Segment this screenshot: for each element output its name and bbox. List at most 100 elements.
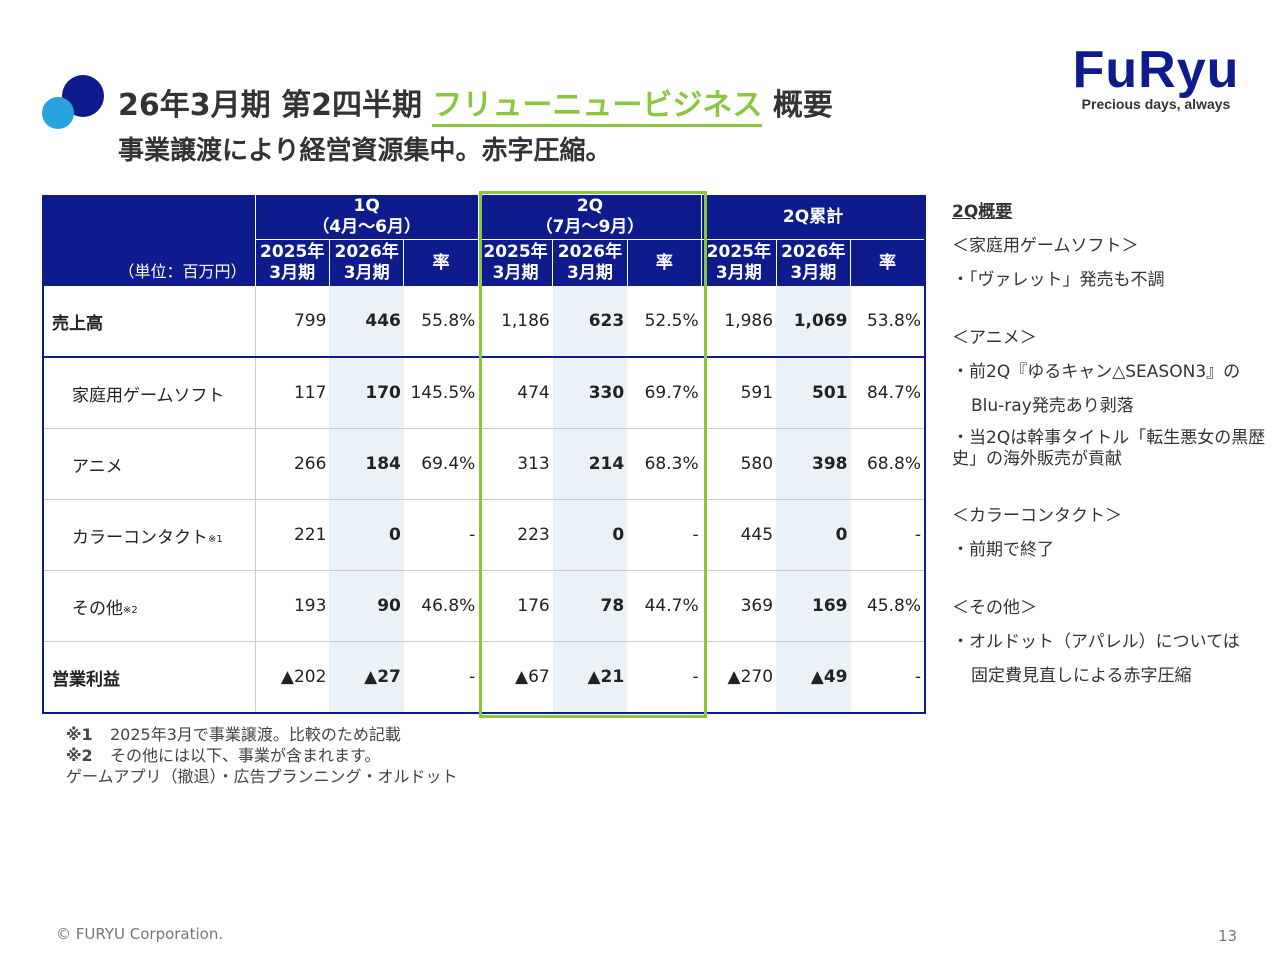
summary-line: ・前2Q『ゆるキャン△SEASON3』の (952, 362, 1241, 382)
table-row: アニメ 266 184 69.4% 313 214 68.3% 580 398 68.8% (43, 428, 925, 500)
decor-circle-blue (42, 97, 74, 129)
row-label: 売上高 (43, 286, 256, 358)
title-prefix: 26年3月期 第2四半期 (118, 88, 433, 123)
rate-cell: 68.3% (627, 428, 702, 500)
row-label: 営業利益 (43, 641, 256, 714)
logo-tagline: Precious days, always (1081, 96, 1231, 112)
row-label: アニメ (43, 428, 256, 500)
prior-value-cell: 1,186 (478, 286, 553, 358)
rate-cell: - (850, 499, 925, 571)
current-value-cell: 184 (329, 428, 404, 500)
title-suffix: 概要 (762, 88, 833, 123)
rate-cell: 145.5% (403, 357, 479, 429)
row-label: その他※2 (43, 570, 256, 642)
current-value-cell: 170 (329, 357, 404, 429)
prior-value-cell: 474 (478, 357, 553, 429)
summary-line: ＜その他＞ (952, 598, 1037, 618)
prior-value-cell: ▲202 (255, 641, 330, 714)
financial-table: （単位：百万円） 1Q （4月～6月） 2Q （7月～9月） 2Q累計 2025年 3… (42, 195, 926, 714)
summary-line: ＜アニメ＞ (952, 328, 1037, 348)
prior-value-cell: 1,986 (701, 286, 777, 358)
current-value-cell: 501 (776, 357, 851, 429)
table-row: その他※2 193 90 46.8% 176 78 44.7% 369 169 45.8% (43, 570, 925, 642)
current-value-cell: 1,069 (776, 286, 851, 358)
row-note-mark: ※2 (123, 604, 138, 616)
rate-cell: 69.4% (403, 428, 479, 500)
group-header-2q-cumulative: 2Q累計 (701, 195, 926, 240)
prior-value-cell: 591 (701, 357, 777, 429)
rate-cell: 53.8% (850, 286, 925, 358)
table-row: 家庭用ゲームソフト 117 170 145.5% 474 330 69.7% 591 501 84… (43, 357, 925, 429)
logo-wordmark: FuRyu (1072, 41, 1240, 99)
prior-value-cell: 221 (255, 499, 330, 571)
prior-value-cell: 266 (255, 428, 330, 500)
prior-value-cell: 799 (255, 286, 330, 358)
rate-cell: - (403, 641, 479, 714)
note-2-text: その他には以下、事業が含まれます。 (110, 746, 381, 765)
rate-cell: 52.5% (627, 286, 702, 358)
rate-cell: 55.8% (403, 286, 479, 358)
prior-value-cell: 313 (478, 428, 553, 500)
rate-cell: 46.8% (403, 570, 479, 642)
row-label: カラーコンタクト※1 (43, 499, 256, 571)
summary-panel: 2Q概要 ＜家庭用ゲームソフト＞ ・「ヴァレット」発売も不調 ＜アニメ＞ ・前2… (952, 200, 1277, 698)
col-header-rate: 率 (403, 239, 479, 286)
col-header-prev: 2025年 3月期 (701, 239, 777, 286)
note-1-mark: ※1 (66, 725, 93, 744)
group-header-2q: 2Q （7月～9月） (478, 195, 703, 240)
current-value-cell: 0 (552, 499, 628, 571)
current-value-cell: 90 (329, 570, 404, 642)
note-3-text: ゲームアプリ（撤退）・広告プランニング・オルドット (66, 767, 458, 786)
col-header-curr: 2026年 3月期 (552, 239, 628, 286)
group-header-1q: 1Q （4月～6月） (255, 195, 479, 240)
row-label: 家庭用ゲームソフト (43, 357, 256, 429)
rate-cell: - (627, 641, 702, 714)
summary-line: ・前期で終了 (952, 540, 1054, 560)
col-header-prev: 2025年 3月期 (478, 239, 554, 286)
page-number: 13 (1218, 927, 1238, 945)
prior-value-cell: ▲270 (701, 641, 777, 714)
current-value-cell: 446 (329, 286, 404, 358)
col-header-prev: 2025年 3月期 (255, 239, 330, 286)
prior-value-cell: 223 (478, 499, 553, 571)
prior-value-cell: 193 (255, 570, 330, 642)
prior-value-cell: 117 (255, 357, 330, 429)
prior-value-cell: 580 (701, 428, 777, 500)
table-row: 売上高 799 446 55.8% 1,186 623 52.5% 1,986 1,069 53.… (43, 286, 925, 358)
prior-value-cell: 445 (701, 499, 777, 571)
footnotes: ※1 2025年3月で事業譲渡。比較のため記載 ※2 その他には以下、事業が含まれま… (66, 724, 458, 787)
prior-value-cell: 176 (478, 570, 553, 642)
rate-cell: 68.8% (850, 428, 925, 500)
current-value-cell: ▲21 (552, 641, 628, 714)
summary-line: ＜カラーコンタクト＞ (952, 506, 1122, 526)
current-value-cell: 0 (329, 499, 404, 571)
table-row: カラーコンタクト※1 221 0-223 0-445 0- (43, 499, 925, 571)
current-value-cell: ▲27 (329, 641, 404, 714)
unit-label: （単位：百万円） (43, 195, 256, 286)
note-1-text: 2025年3月で事業譲渡。比較のため記載 (110, 725, 401, 744)
current-value-cell: 0 (776, 499, 851, 571)
col-header-rate: 率 (850, 239, 926, 286)
title-highlight: フリューニュービジネス (432, 88, 763, 127)
summary-heading: 2Q概要 (952, 202, 1013, 222)
col-header-curr: 2026年 3月期 (776, 239, 852, 286)
rate-cell: 69.7% (627, 357, 702, 429)
furyu-logo: FuRyu Precious days, always (1066, 42, 1246, 112)
current-value-cell: 169 (776, 570, 851, 642)
rate-cell: - (403, 499, 479, 571)
current-value-cell: 214 (552, 428, 628, 500)
row-note-mark: ※1 (208, 533, 223, 545)
col-header-rate: 率 (627, 239, 703, 286)
current-value-cell: 398 (776, 428, 851, 500)
prior-value-cell: ▲67 (478, 641, 553, 714)
page-subtitle: 事業譲渡により経営資源集中。赤字圧縮。 (118, 136, 612, 166)
col-header-curr: 2026年 3月期 (329, 239, 405, 286)
summary-line: ＜家庭用ゲームソフト＞ (952, 236, 1139, 256)
summary-line: ・オルドット（アパレル）については (952, 632, 1240, 652)
current-value-cell: 78 (552, 570, 628, 642)
rate-cell: 84.7% (850, 357, 925, 429)
rate-cell: - (850, 641, 925, 714)
summary-line: ・「ヴァレット」発売も不調 (952, 270, 1165, 290)
summary-line: Blu-ray発売あり剥落 (971, 396, 1134, 416)
rate-cell: 45.8% (850, 570, 925, 642)
